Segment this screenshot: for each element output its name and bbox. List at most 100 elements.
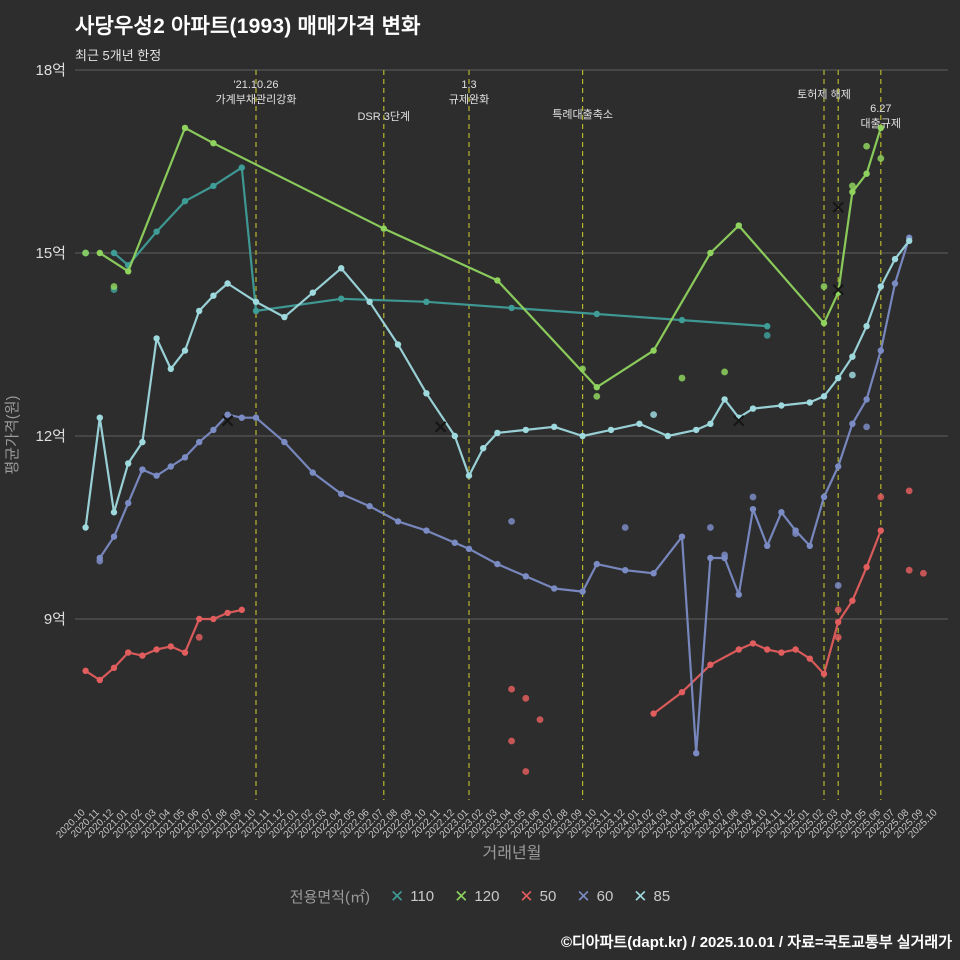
point-85 (906, 237, 913, 244)
point-50 (707, 661, 714, 668)
point-120 (380, 225, 387, 232)
point-120 (494, 277, 501, 284)
legend-item-85[interactable]: ✕ 85 (633, 888, 670, 905)
point-85 (849, 353, 856, 360)
point-50 (678, 689, 686, 696)
point-60 (210, 426, 217, 434)
point-120 (593, 384, 600, 391)
legend-marker-icon: ✕ (389, 887, 405, 906)
chart-subtitle: 최근 5개년 한정 (75, 48, 162, 63)
scatter-dot-60 (96, 557, 104, 565)
scatter-dot-50 (920, 569, 927, 577)
point-60 (167, 463, 174, 470)
legend-item-120[interactable]: ✕ 120 (454, 888, 499, 905)
point-85 (96, 414, 104, 421)
chart-header: 사당우성2 아파트(1993) 매매가격 변화 최근 5개년 한정 (75, 10, 421, 64)
legend-item-110[interactable]: ✕ 110 (390, 888, 434, 905)
scatter-dot-120 (110, 283, 118, 290)
scatter-dot-60 (792, 530, 799, 537)
point-60 (707, 554, 714, 562)
scatter-dot-120 (82, 249, 89, 257)
legend-item-60[interactable]: ✕ 60 (576, 888, 613, 905)
point-110 (210, 182, 217, 190)
event-label-2023.01-1: 규제완화 (449, 93, 489, 106)
scatter-dot-50 (834, 606, 842, 614)
legend-marker-icon: ✕ (519, 887, 534, 906)
y-tick-12억: 12억 (36, 428, 67, 445)
point-50 (224, 609, 231, 617)
series-85 (82, 201, 913, 531)
series-120 (82, 124, 885, 400)
point-110 (338, 295, 345, 302)
scatter-dot-50 (834, 633, 842, 641)
legend-marker-icon: ✕ (454, 887, 469, 906)
point-60 (139, 466, 146, 473)
point-60 (465, 545, 473, 553)
point-85 (551, 423, 558, 431)
x-marker-85 (434, 421, 447, 433)
point-85 (110, 509, 118, 516)
scatter-dot-60 (749, 493, 757, 501)
point-60 (252, 414, 260, 421)
point-60 (153, 472, 160, 479)
point-120 (210, 140, 217, 147)
chart-title: 사당우성2 아파트(1993) 매매가격 변화 (75, 15, 421, 38)
point-85 (210, 292, 217, 299)
scatter-dot-120 (863, 142, 870, 150)
point-60 (849, 420, 856, 427)
scatter-dot-120 (593, 392, 601, 400)
point-85 (607, 426, 615, 434)
point-60 (622, 567, 629, 574)
point-60 (579, 588, 586, 595)
point-85 (465, 472, 473, 479)
point-60 (835, 463, 842, 470)
legend-item-label: 50 (539, 888, 557, 905)
point-60 (735, 591, 742, 598)
point-85 (281, 313, 288, 321)
point-85 (778, 402, 785, 409)
point-120 (181, 124, 189, 132)
point-50 (650, 710, 657, 717)
scatter-dot-60 (621, 524, 629, 531)
point-85 (139, 438, 146, 446)
point-120 (863, 170, 870, 177)
point-50 (849, 597, 856, 604)
point-50 (167, 643, 174, 650)
event-label-2025.06-1: 대출규제 (861, 117, 901, 130)
scatter-dot-50 (536, 716, 544, 724)
point-85 (423, 390, 430, 397)
legend-marker-icon: ✕ (576, 887, 591, 906)
point-85 (309, 289, 316, 296)
scatter-dot-60 (707, 524, 714, 531)
point-85 (636, 420, 643, 427)
point-60 (820, 493, 828, 501)
event-label-2025.02-0: 토허제 해제 (797, 87, 851, 101)
y-tick-15억: 15억 (36, 245, 67, 262)
point-120 (125, 268, 132, 275)
y-tick-9억: 9억 (44, 611, 66, 628)
point-60 (863, 396, 870, 403)
scatter-dot-50 (905, 487, 913, 495)
point-60 (181, 454, 189, 461)
point-50 (778, 649, 785, 656)
point-85 (480, 445, 487, 452)
point-85 (451, 432, 458, 440)
x-marker-85 (733, 414, 745, 427)
x-marker-85 (832, 201, 844, 214)
x-marker-85 (832, 283, 844, 296)
point-110 (153, 228, 160, 235)
series-50 (82, 487, 927, 775)
legend-item-50[interactable]: ✕ 50 (519, 888, 556, 905)
point-50 (792, 646, 799, 653)
point-85 (252, 298, 260, 305)
point-60 (423, 527, 430, 534)
point-60 (238, 414, 245, 421)
scatter-dot-50 (195, 633, 203, 641)
scatter-dot-60 (863, 423, 870, 431)
point-85 (153, 335, 160, 342)
point-85 (749, 405, 757, 412)
scatter-dot-60 (834, 582, 842, 589)
point-50 (96, 676, 104, 684)
event-label-2021.10-0: '21.10.26 (234, 79, 279, 91)
point-85 (891, 255, 899, 263)
